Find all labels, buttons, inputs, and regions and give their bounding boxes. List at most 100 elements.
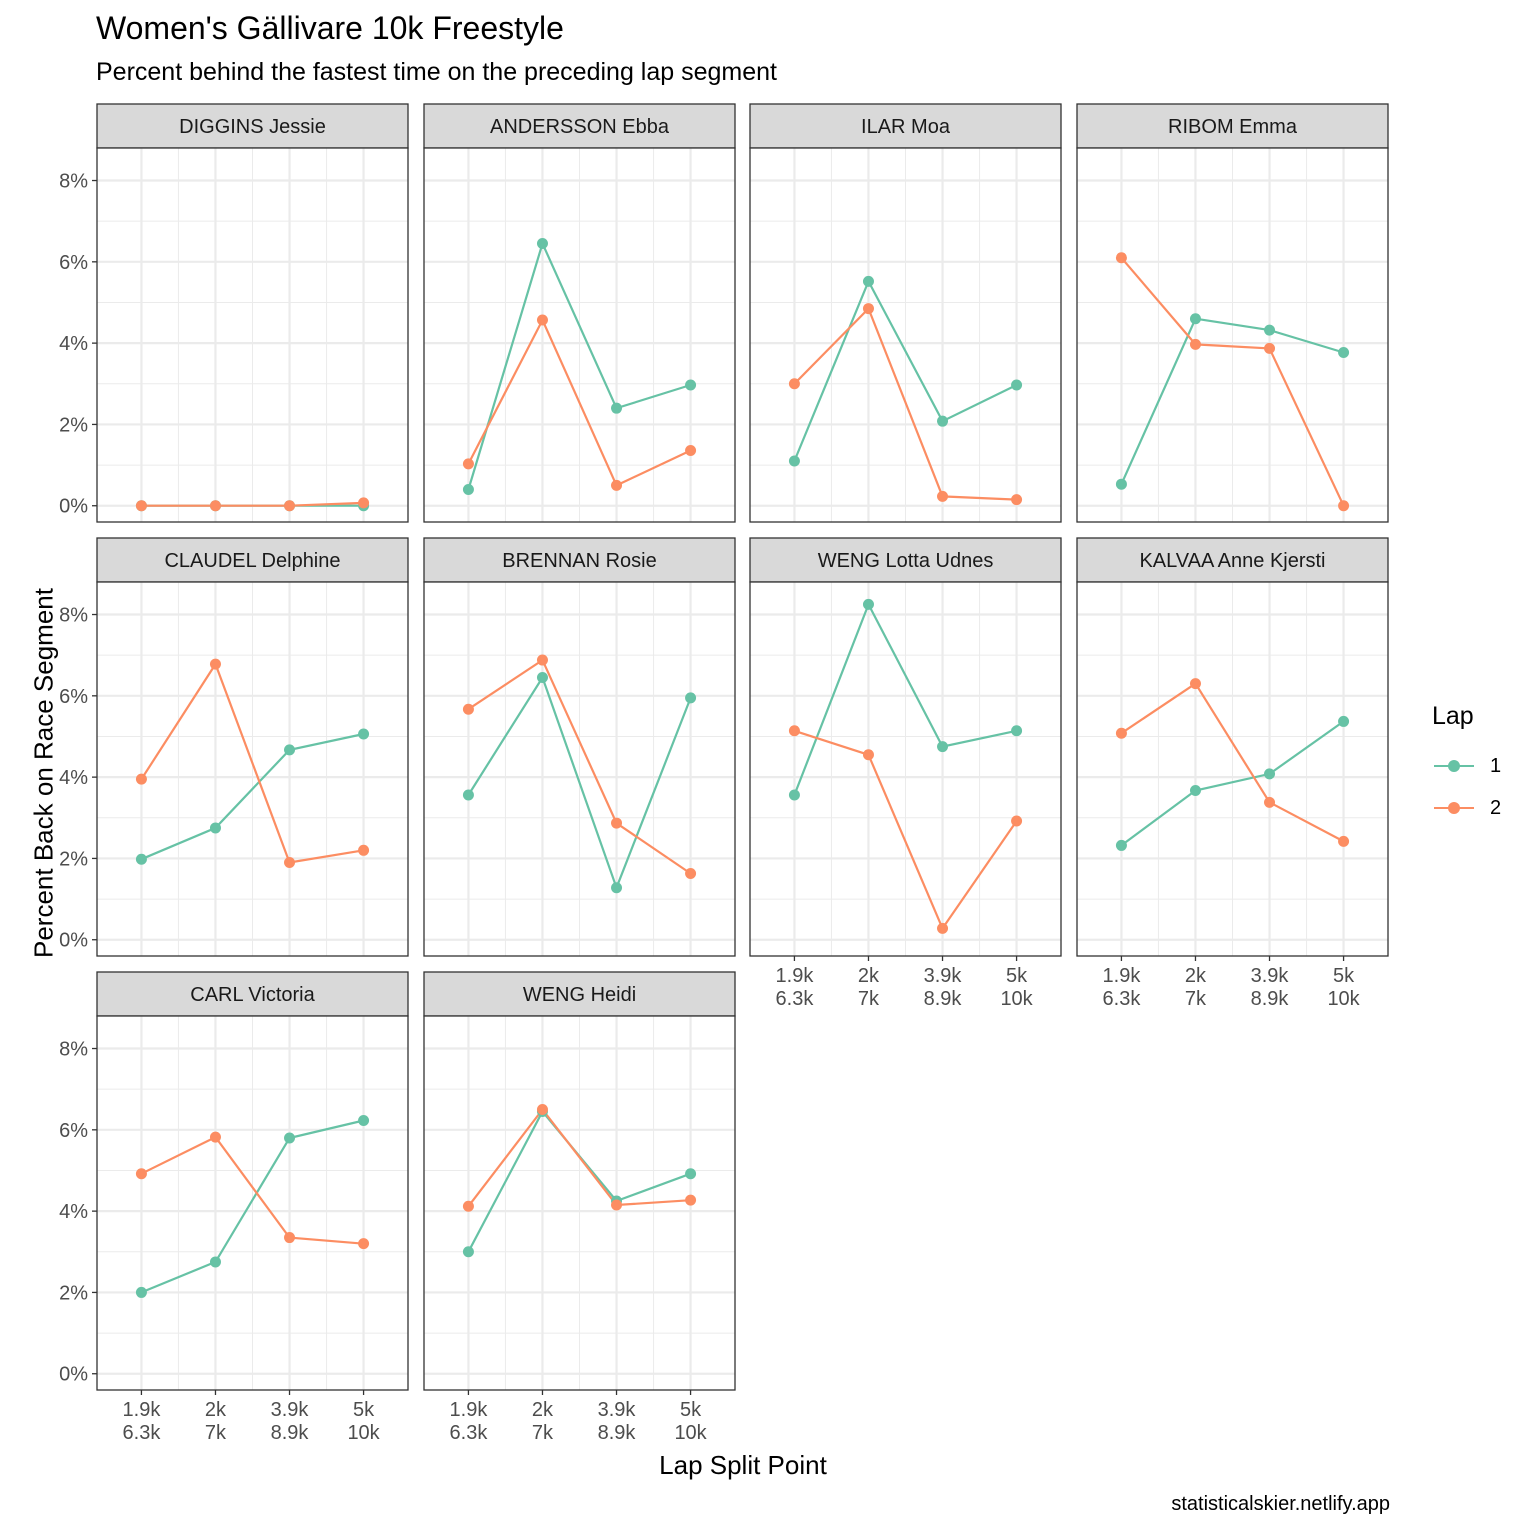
facet-strip bbox=[1076, 537, 1389, 583]
legend-key-icon bbox=[1432, 756, 1476, 776]
y-tick-label: 6% bbox=[59, 1120, 88, 1142]
facet-strip bbox=[749, 103, 1062, 149]
data-point-lap-2 bbox=[788, 725, 800, 737]
data-point-lap-1 bbox=[284, 744, 296, 756]
data-point-lap-1 bbox=[1011, 379, 1023, 391]
y-tick-label: 0% bbox=[59, 1364, 88, 1386]
facet-strip-label: DIGGINS Jessie bbox=[179, 116, 326, 138]
series-line-lap-1 bbox=[467, 240, 691, 490]
x-tick-label: 7k bbox=[858, 988, 880, 1010]
panel-border bbox=[96, 581, 409, 957]
data-point-lap-2 bbox=[358, 1238, 370, 1250]
data-point-lap-2 bbox=[135, 773, 147, 785]
series-line-lap-1 bbox=[793, 601, 1017, 796]
caption: statisticalskier.netlify.app bbox=[1171, 1493, 1390, 1515]
x-tick-label: 3.9k bbox=[271, 1399, 310, 1421]
data-point-lap-2 bbox=[1338, 835, 1350, 847]
data-point-lap-1 bbox=[1264, 324, 1276, 336]
data-point-lap-2 bbox=[685, 1194, 697, 1206]
data-point-lap-1 bbox=[685, 1168, 697, 1180]
data-point-lap-2 bbox=[135, 500, 147, 512]
panel-border bbox=[96, 147, 409, 523]
panel-border bbox=[1076, 147, 1389, 523]
facet-panel: ILAR Moa bbox=[749, 103, 1062, 523]
data-point-lap-1 bbox=[685, 379, 697, 391]
data-point-lap-1 bbox=[862, 598, 874, 610]
data-point-lap-2 bbox=[1189, 338, 1201, 350]
y-tick-label: 0% bbox=[59, 496, 88, 518]
x-tick-label: 7k bbox=[1185, 988, 1207, 1010]
data-point-lap-2 bbox=[1011, 815, 1023, 827]
facet-strip bbox=[96, 103, 409, 149]
data-point-lap-2 bbox=[462, 703, 474, 715]
data-point-lap-2 bbox=[536, 1104, 548, 1115]
x-tick-label: 6.3k bbox=[123, 1422, 162, 1444]
facet-strip-label: CLAUDEL Delphine bbox=[164, 550, 340, 572]
data-point-lap-2 bbox=[685, 444, 697, 456]
data-point-lap-2 bbox=[135, 1168, 147, 1180]
data-point-lap-1 bbox=[937, 415, 949, 427]
panel-border bbox=[1076, 581, 1389, 957]
x-tick-label: 7k bbox=[532, 1422, 554, 1444]
data-point-lap-2 bbox=[1115, 727, 1127, 739]
series-line-lap-2 bbox=[467, 658, 692, 875]
data-point-lap-2 bbox=[358, 844, 370, 856]
facet-strip-label: ANDERSSON Ebba bbox=[490, 116, 670, 138]
data-point-lap-1 bbox=[788, 789, 800, 801]
x-tick-label: 3.9k bbox=[1251, 965, 1290, 987]
x-tick-label: 3.9k bbox=[598, 1399, 637, 1421]
data-point-lap-1 bbox=[284, 1132, 296, 1144]
data-point-lap-2 bbox=[1189, 678, 1201, 690]
x-tick-label: 6.3k bbox=[776, 988, 815, 1010]
x-tick-label: 2k bbox=[1185, 965, 1207, 987]
data-point-lap-2 bbox=[1011, 494, 1023, 506]
legend-title: Lap bbox=[1432, 702, 1474, 730]
x-tick-label: 6.3k bbox=[1103, 988, 1142, 1010]
legend-label: 2 bbox=[1490, 796, 1502, 819]
data-point-lap-1 bbox=[358, 728, 370, 740]
series-line-lap-2 bbox=[140, 661, 364, 864]
y-axis-title: Percent Back on Race Segment bbox=[28, 588, 59, 958]
data-point-lap-2 bbox=[209, 1131, 221, 1143]
chart-subtitle: Percent behind the fastest time on the p… bbox=[96, 58, 777, 86]
data-point-lap-1 bbox=[1189, 785, 1201, 797]
panel-border bbox=[423, 147, 736, 523]
facet-strip-label: ILAR Moa bbox=[861, 116, 951, 138]
data-point-lap-2 bbox=[284, 857, 296, 868]
facet-panel: DIGGINS Jessie 0% 2% 4% 6% 8% bbox=[59, 103, 409, 523]
legend-item-lap-2: 2 bbox=[1432, 787, 1501, 829]
facet-strip-label: BRENNAN Rosie bbox=[502, 550, 656, 572]
x-tick-label: 2k bbox=[205, 1399, 227, 1421]
data-point-lap-1 bbox=[788, 455, 800, 467]
data-point-lap-2 bbox=[536, 314, 548, 326]
data-point-lap-1 bbox=[135, 853, 147, 865]
data-point-lap-1 bbox=[462, 789, 474, 801]
x-tick-label: 8.9k bbox=[924, 988, 963, 1010]
data-point-lap-2 bbox=[611, 479, 623, 491]
facet-strip bbox=[423, 103, 736, 149]
panel-border bbox=[423, 1015, 736, 1391]
data-point-lap-2 bbox=[685, 867, 697, 879]
data-point-lap-1 bbox=[685, 692, 697, 704]
series-line-lap-2 bbox=[794, 729, 1018, 931]
series-line-lap-2 bbox=[467, 1107, 691, 1207]
data-point-lap-1 bbox=[1115, 478, 1127, 490]
data-point-lap-2 bbox=[536, 654, 548, 666]
x-tick-label: 2k bbox=[532, 1399, 554, 1421]
facet-strip-label: WENG Heidi bbox=[523, 984, 636, 1006]
series-line-lap-1 bbox=[140, 732, 364, 861]
data-point-lap-1 bbox=[937, 741, 949, 753]
data-point-lap-1 bbox=[1338, 715, 1350, 727]
x-tick-label: 8.9k bbox=[598, 1422, 637, 1444]
y-tick-label: 4% bbox=[59, 1201, 88, 1223]
x-tick-label: 6.3k bbox=[450, 1422, 489, 1444]
panel-border bbox=[96, 1015, 409, 1391]
data-point-lap-1 bbox=[209, 822, 221, 834]
facet-strip-label: CARL Victoria bbox=[190, 984, 315, 1006]
data-point-lap-1 bbox=[536, 238, 548, 250]
x-tick-label: 3.9k bbox=[924, 965, 963, 987]
x-tick-label: 8.9k bbox=[271, 1422, 310, 1444]
series-line-lap-2 bbox=[140, 1135, 364, 1245]
